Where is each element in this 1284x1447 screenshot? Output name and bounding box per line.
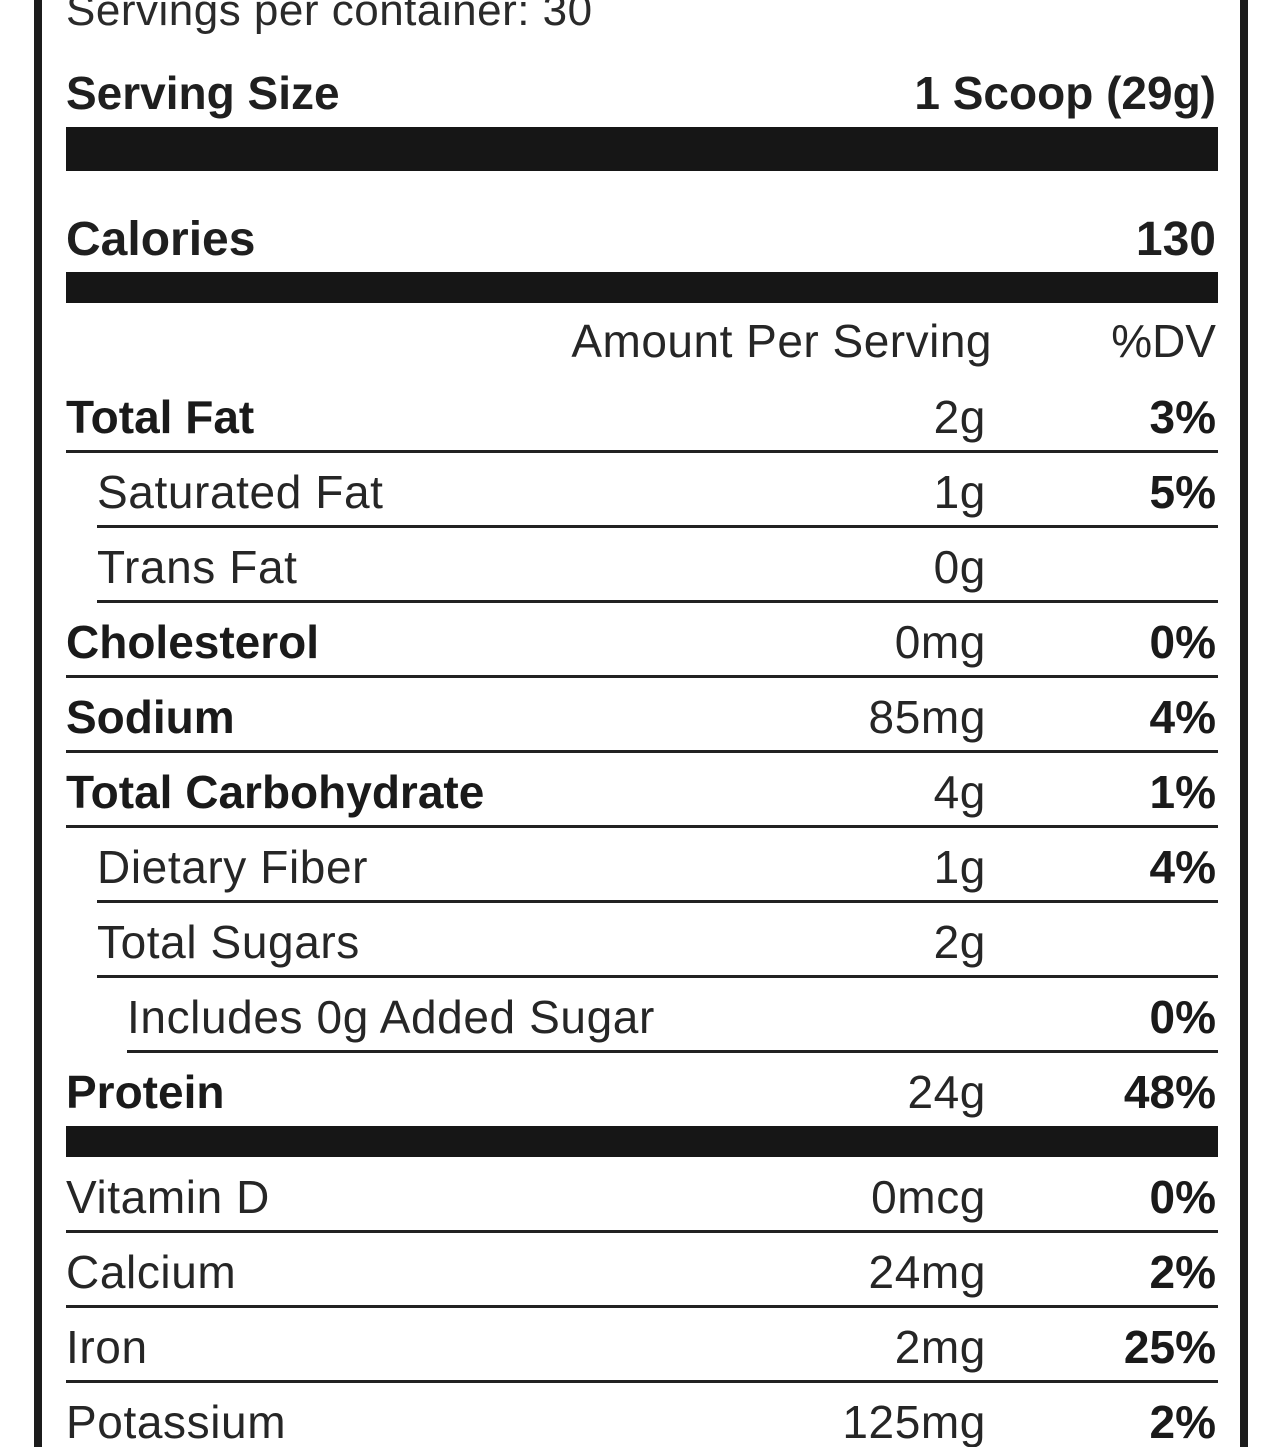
nutrient-amount: 1g (933, 466, 986, 518)
nutrient-name: Cholesterol (66, 616, 320, 668)
row-divider (97, 900, 1218, 903)
serving-size-label: Serving Size (66, 67, 340, 119)
nutrient-name: Trans Fat (97, 541, 298, 593)
nutrient-name: Saturated Fat (97, 466, 384, 518)
nutrient-row-total-carbohydrate: Total Carbohydrate 4g 1% (66, 753, 1218, 828)
serving-size-value: 1 Scoop (29g) (914, 67, 1216, 119)
nutrient-amount: 0g (933, 541, 986, 593)
vitamin-dv: 0% (1149, 1171, 1216, 1223)
nutrient-name: Total Fat (66, 391, 255, 443)
vitamin-dv: 2% (1149, 1396, 1216, 1447)
nutrient-name: Sodium (66, 691, 235, 743)
row-divider (66, 450, 1218, 453)
vitamin-name: Calcium (66, 1246, 237, 1298)
calories-label: Calories (66, 213, 256, 266)
medium-divider (66, 272, 1218, 303)
thick-divider (66, 127, 1218, 171)
nutrient-dv: 4% (1149, 691, 1216, 743)
dv-header: %DV (1111, 315, 1216, 367)
nutrient-row-cholesterol: Cholesterol 0mg 0% (66, 603, 1218, 678)
nutrient-amount: 2g (933, 391, 986, 443)
row-divider (66, 825, 1218, 828)
nutrient-row-total-fat: Total Fat 2g 3% (66, 378, 1218, 453)
nutrient-name: Protein (66, 1066, 225, 1118)
nutrient-dv: 48% (1123, 1066, 1216, 1118)
vitamin-row-calcium: Calcium 24mg 2% (66, 1233, 1218, 1308)
vitamin-dv: 25% (1123, 1321, 1216, 1373)
vitamin-name: Iron (66, 1321, 148, 1373)
nutrient-dv: 0% (1149, 616, 1216, 668)
vitamin-amount: 0mcg (871, 1171, 986, 1223)
row-divider (66, 675, 1218, 678)
amount-per-serving-header: Amount Per Serving (571, 315, 992, 367)
nutrient-row-protein: Protein 24g 48% (66, 1053, 1218, 1127)
vitamin-row-potassium: Potassium 125mg 2% (66, 1383, 1218, 1447)
vitamin-row-vitamin-d: Vitamin D 0mcg 0% (66, 1158, 1218, 1233)
nutrient-dv: 5% (1149, 466, 1216, 518)
nutrient-row-trans-fat: Trans Fat 0g (66, 528, 1218, 603)
serving-size-row: Serving Size 1 Scoop (29g) (66, 66, 1218, 120)
nutrient-dv: 3% (1149, 391, 1216, 443)
nutrient-amount: 2g (933, 916, 986, 968)
servings-per-container: Servings per container: 30 (66, 0, 593, 35)
nutrient-name: Total Sugars (97, 916, 360, 968)
vitamin-amount: 24mg (868, 1246, 986, 1298)
vitamin-amount: 125mg (842, 1396, 986, 1447)
nutrient-amount: 0mg (894, 616, 986, 668)
row-divider (66, 1230, 1218, 1233)
row-divider (66, 750, 1218, 753)
nutrient-row-saturated-fat: Saturated Fat 1g 5% (66, 453, 1218, 528)
nutrient-amount: 4g (933, 766, 986, 818)
nutrient-dv: 0% (1149, 991, 1216, 1043)
nutrient-row-added-sugar: Includes 0g Added Sugar 0% (66, 978, 1218, 1053)
nutrient-name: Dietary Fiber (97, 841, 369, 893)
row-divider (66, 1380, 1218, 1383)
column-header: Amount Per Serving %DV (66, 314, 1218, 370)
vitamin-row-iron: Iron 2mg 25% (66, 1308, 1218, 1383)
row-divider (97, 975, 1218, 978)
row-divider (66, 1305, 1218, 1308)
nutrition-facts-panel: Servings per container: 30 Serving Size … (34, 0, 1248, 1447)
vitamin-name: Vitamin D (66, 1171, 270, 1223)
vitamin-amount: 2mg (894, 1321, 986, 1373)
vitamin-dv: 2% (1149, 1246, 1216, 1298)
row-divider (97, 525, 1218, 528)
row-divider (127, 1050, 1218, 1053)
nutrient-amount: 1g (933, 841, 986, 893)
nutrient-amount: 85mg (868, 691, 986, 743)
nutrient-name: Includes 0g Added Sugar (127, 991, 655, 1043)
nutrient-dv: 1% (1149, 766, 1216, 818)
calories-value: 130 (1135, 213, 1216, 266)
calories-row: Calories 130 (66, 212, 1218, 267)
row-divider (97, 600, 1218, 603)
nutrient-amount: 24g (907, 1066, 986, 1118)
nutrient-row-sodium: Sodium 85mg 4% (66, 678, 1218, 753)
nutrient-name: Total Carbohydrate (66, 766, 485, 818)
vitamin-name: Potassium (66, 1396, 287, 1447)
protein-divider (66, 1126, 1218, 1157)
nutrient-dv: 4% (1149, 841, 1216, 893)
nutrient-row-dietary-fiber: Dietary Fiber 1g 4% (66, 828, 1218, 903)
nutrient-row-total-sugars: Total Sugars 2g (66, 903, 1218, 978)
